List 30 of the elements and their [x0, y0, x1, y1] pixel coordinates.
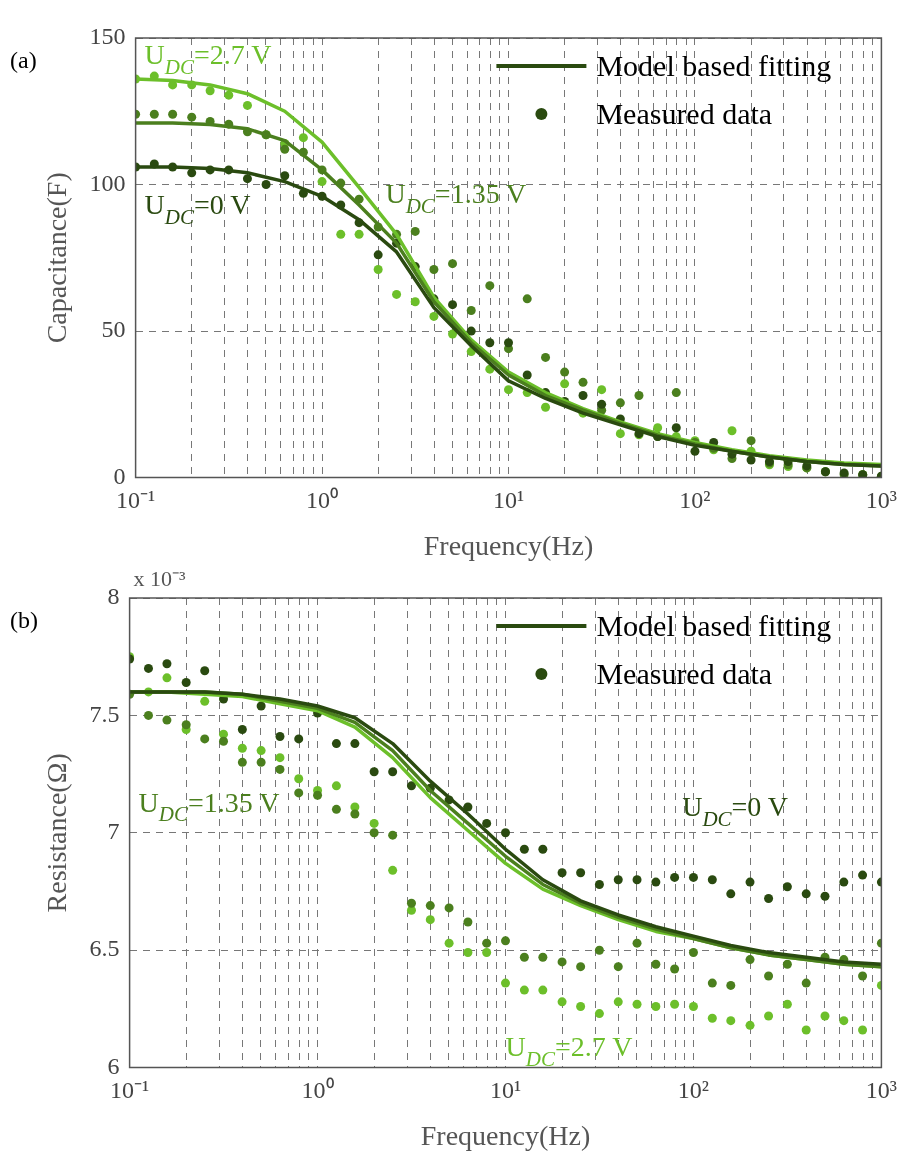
x-axis-title: Frequency(Hz) [420, 1119, 591, 1151]
x-tick-label: 10³ [865, 1077, 897, 1104]
chart-title: (b) [10, 607, 38, 633]
y-tick-label: 7.5 [89, 700, 120, 727]
legend-label: Measured data [596, 657, 773, 690]
y-tick-label: 50 [101, 316, 126, 343]
x-tick-label: 10⁻¹ [110, 1077, 150, 1104]
y-axis-title: Resistance(Ω) [41, 753, 73, 913]
x-tick-label: 10² [677, 1077, 710, 1104]
x-axis-title: Frequency(Hz) [423, 529, 594, 561]
y-tick-label: 150 [89, 23, 126, 50]
y-tick-label: 6 [107, 1052, 120, 1079]
y-axis-title: Capacitance(F) [41, 172, 73, 344]
legend-label: Model based fitting [596, 49, 832, 82]
x-tick-label: 10³ [865, 487, 897, 514]
chart-title: (a) [10, 47, 37, 73]
x-tick-label: 10¹ [492, 487, 525, 514]
x-tick-label: 10² [679, 487, 711, 514]
legend-label: Model based fitting [596, 609, 832, 642]
text: x 10⁻³ [133, 566, 187, 591]
y-tick-label: 100 [89, 169, 126, 196]
x-tick-label: 10⁻¹ [116, 487, 156, 514]
x-tick-label: 10⁰ [301, 1077, 334, 1104]
y-tick-label: 6.5 [89, 935, 120, 962]
y-tick-label: 0 [113, 462, 126, 489]
legend-label: Measured data [596, 97, 773, 130]
x-tick-label: 10¹ [489, 1077, 522, 1104]
y-tick-label: 8 [107, 583, 120, 610]
y-tick-label: 7 [107, 818, 120, 845]
x-tick-label: 10⁰ [306, 487, 339, 514]
